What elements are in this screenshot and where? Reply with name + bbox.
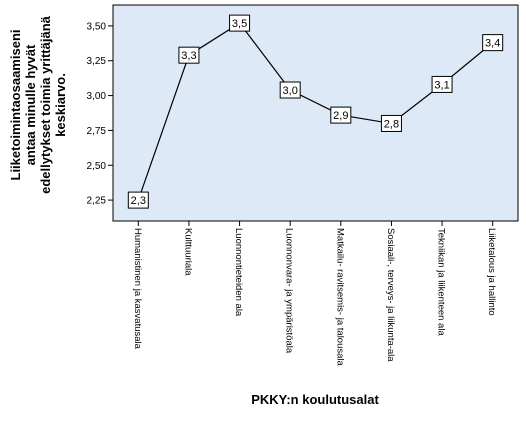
y-tick-label: 3,00 (87, 91, 107, 102)
x-axis-title: PKKY:n koulutusalat (251, 392, 379, 407)
x-axis: Humanistinen ja kasvatusala Kulttuuriala L… (132, 221, 497, 367)
y-tick-label: 2,50 (87, 161, 107, 172)
x-category-label: Liiketalous ja hallinto (486, 228, 497, 316)
data-label-box (229, 14, 251, 32)
y-axis-title: Liiketoimintaosaamiseniantaa minulle hyv… (8, 15, 68, 194)
data-label-box (380, 114, 402, 132)
data-label-box (279, 81, 301, 99)
x-category-label: Luonnonvara- ja ympäristöala (284, 228, 295, 354)
data-label-box (330, 106, 352, 124)
y-axis-title-line: edellytykset toimia yrittäjänä (38, 15, 53, 194)
y-tick-label: 2,25 (87, 196, 107, 207)
data-point: 3,3 (178, 46, 200, 64)
data-label: 2,8 (384, 118, 399, 130)
data-label: 3,4 (485, 38, 500, 50)
y-tick-label: 3,25 (87, 56, 107, 67)
data-point: 3,0 (279, 81, 301, 99)
x-category-label: Sosiaali-, terveys- ja liikunta-ala (385, 228, 396, 362)
data-point: 3,1 (431, 75, 453, 93)
y-axis-title-line: keskiarvo. (53, 73, 68, 137)
x-category-label: Tekniikan ja liikenteen ala (436, 228, 447, 336)
data-point: 3,5 (229, 14, 251, 32)
data-label-box (482, 34, 504, 52)
x-category-label: Humanistinen ja kasvatusala (132, 228, 143, 350)
data-label-box (127, 191, 149, 209)
data-point: 2,9 (330, 106, 352, 124)
data-point: 2,8 (380, 114, 402, 132)
data-point: 3,4 (482, 34, 504, 52)
data-label: 3,1 (434, 79, 449, 91)
x-category-label: Matkailu- ravitsemis- ja talousala (334, 228, 345, 367)
data-label: 2,3 (131, 195, 146, 207)
y-axis-title-line: antaa minulle hyvät (23, 44, 38, 165)
data-label: 3,0 (283, 85, 298, 97)
data-label: 3,5 (232, 18, 247, 30)
x-category-label: Luonnontieteiden ala (233, 228, 244, 317)
data-label: 2,9 (333, 110, 348, 122)
x-category-label: Kulttuuriala (182, 228, 193, 276)
data-point: 2,3 (127, 191, 149, 209)
data-label-box (431, 75, 453, 93)
y-tick-label: 3,50 (87, 21, 107, 32)
data-labels: 2,3 3,3 3,5 3,0 2,9 2,8 3,1 3,4 (127, 14, 504, 209)
data-label: 3,3 (181, 50, 196, 62)
data-label-box (178, 46, 200, 64)
y-axis: 2,25 2,50 2,75 3,00 3,25 3,50 (87, 21, 113, 207)
plot-area (112, 4, 519, 222)
y-tick-label: 2,75 (87, 126, 107, 137)
y-axis-title-line: Liiketoimintaosaamiseni (8, 30, 23, 181)
